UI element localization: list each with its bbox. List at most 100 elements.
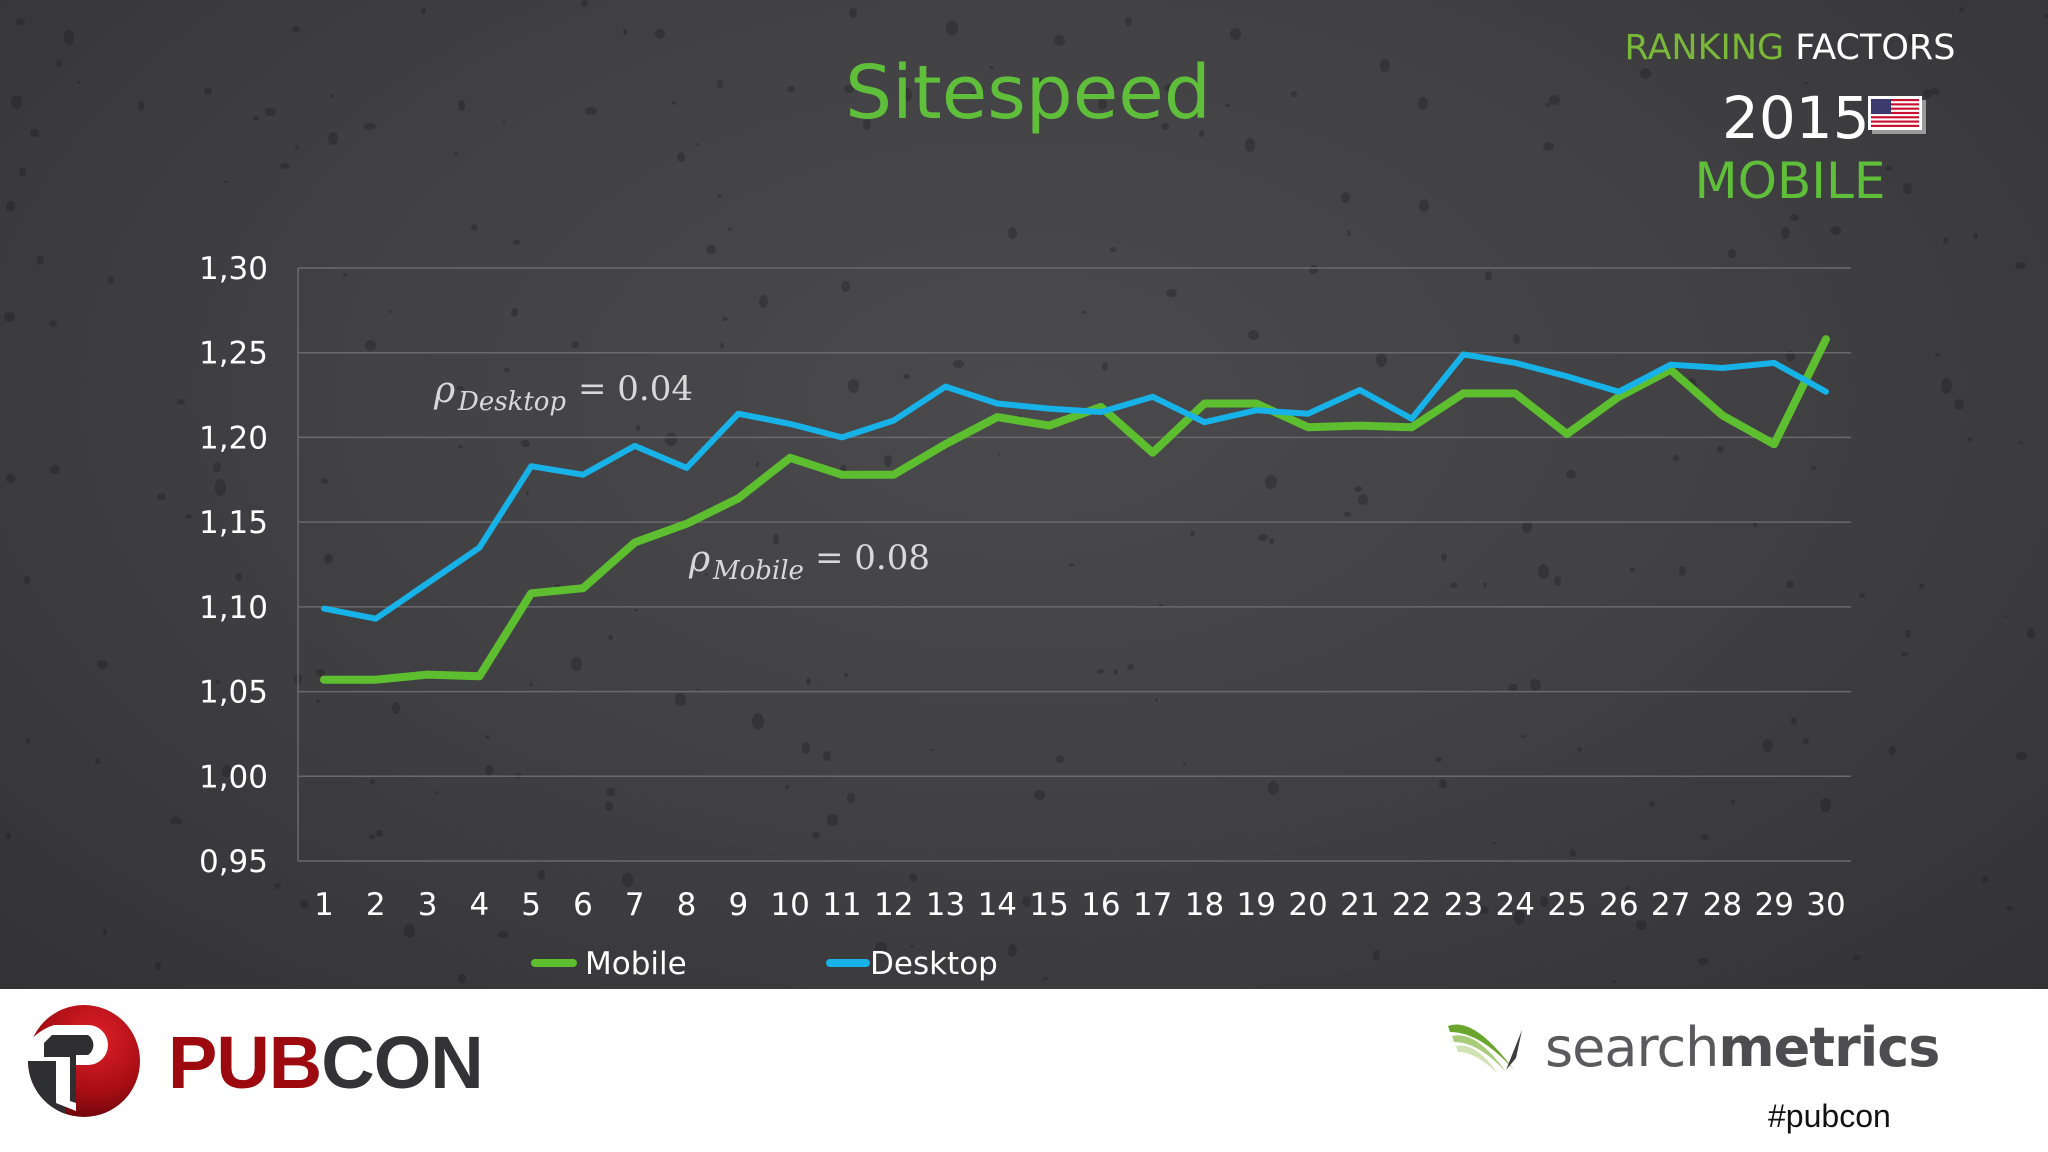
texture-speck <box>1679 565 1687 577</box>
texture-speck <box>389 310 394 313</box>
texture-speck <box>328 132 338 145</box>
texture-speck <box>801 742 811 754</box>
x-tick-label: 1 <box>314 887 334 923</box>
texture-speck <box>696 143 700 147</box>
texture-speck <box>6 474 16 483</box>
texture-speck <box>1380 59 1390 73</box>
texture-speck <box>470 223 479 231</box>
texture-speck <box>1630 566 1635 572</box>
texture-speck <box>484 734 491 739</box>
texture-speck <box>902 374 911 380</box>
x-tick-label: 26 <box>1599 887 1638 923</box>
rho-symbol: ρ <box>688 539 710 580</box>
searchmetrics-logo-icon <box>1448 1024 1522 1074</box>
texture-speck <box>1127 664 1134 671</box>
y-tick-label: 0,95 <box>199 844 268 880</box>
y-tick-label: 1,25 <box>199 336 268 372</box>
texture-speck <box>5 201 15 212</box>
texture-speck <box>1439 778 1447 790</box>
texture-speck <box>1889 745 1896 755</box>
texture-speck <box>457 385 464 390</box>
texture-speck <box>1148 114 1156 121</box>
texture-speck <box>665 433 678 446</box>
x-tick-label: 16 <box>1081 887 1120 923</box>
texture-speck <box>1007 227 1018 239</box>
texture-speck <box>717 193 723 199</box>
texture-speck <box>2018 440 2024 445</box>
texture-speck <box>1198 130 1205 138</box>
texture-speck <box>720 343 724 349</box>
x-tick-label: 9 <box>728 887 748 923</box>
texture-speck <box>2005 905 2013 911</box>
texture-speck <box>1935 352 1941 358</box>
pubcon-wordmark: PUBCON <box>168 1020 484 1105</box>
texture-speck <box>323 554 333 564</box>
chart-legend: Mobile Desktop <box>531 946 998 982</box>
texture-speck <box>1612 980 1616 983</box>
mobile-correlation-value: = 0.08 <box>815 538 930 578</box>
ranking-word: RANKING <box>1624 28 1785 68</box>
x-tick-label: 10 <box>770 887 809 923</box>
texture-speck <box>95 758 101 765</box>
texture-speck <box>1045 77 1052 85</box>
texture-speck <box>759 295 768 309</box>
texture-speck <box>49 320 58 328</box>
x-tick-label: 21 <box>1340 887 1379 923</box>
texture-speck <box>1942 237 1949 244</box>
footer-bar <box>0 989 2048 1152</box>
texture-speck <box>370 779 375 786</box>
texture-speck <box>1717 445 1725 453</box>
texture-speck <box>1919 583 1925 590</box>
texture-speck <box>525 491 530 495</box>
x-tick-label: 5 <box>521 887 541 923</box>
texture-speck <box>26 738 31 745</box>
texture-speck <box>1309 264 1319 274</box>
texture-speck <box>320 477 328 484</box>
texture-speck <box>273 883 282 890</box>
texture-speck <box>137 101 145 111</box>
texture-speck <box>1037 77 1045 88</box>
x-tick-label: 28 <box>1703 887 1742 923</box>
texture-speck <box>1479 905 1489 915</box>
texture-speck <box>1727 249 1736 259</box>
texture-speck <box>1034 789 1046 801</box>
texture-speck <box>554 584 562 589</box>
texture-speck <box>403 923 416 939</box>
texture-speck <box>1096 669 1105 675</box>
texture-speck <box>1291 90 1298 97</box>
texture-speck <box>224 180 229 184</box>
texture-speck <box>1164 84 1176 93</box>
texture-speck <box>1548 94 1561 105</box>
texture-speck <box>839 464 848 476</box>
texture-speck <box>1789 214 1799 221</box>
texture-speck <box>1980 876 1988 884</box>
texture-speck <box>1545 103 1551 107</box>
texture-speck <box>674 693 687 707</box>
texture-speck <box>156 493 166 501</box>
texture-speck <box>235 572 243 581</box>
texture-speck <box>498 930 509 939</box>
texture-speck <box>909 945 914 949</box>
texture-speck <box>369 834 375 840</box>
texture-speck <box>1043 977 1049 981</box>
texture-speck <box>811 831 821 838</box>
texture-speck <box>1786 581 1794 589</box>
texture-speck <box>1016 414 1021 418</box>
texture-speck <box>2003 615 2007 619</box>
texture-speck <box>1730 799 1735 805</box>
texture-speck <box>1752 521 1758 527</box>
x-tick-label: 3 <box>418 887 438 923</box>
texture-speck <box>1853 955 1861 960</box>
texture-speck <box>672 100 676 105</box>
texture-speck <box>1080 311 1086 315</box>
segment-label: MOBILE <box>1694 152 1886 210</box>
ranking-factors-label: RANKING FACTORS <box>1560 28 2020 68</box>
texture-speck <box>1353 485 1362 492</box>
texture-speck <box>844 673 848 678</box>
texture-speck <box>23 576 31 586</box>
pubcon-logo-icon <box>28 1005 140 1117</box>
texture-speck <box>806 678 811 685</box>
texture-speck <box>1829 226 1842 236</box>
texture-speck <box>2027 628 2036 639</box>
texture-speck <box>1482 581 1487 588</box>
